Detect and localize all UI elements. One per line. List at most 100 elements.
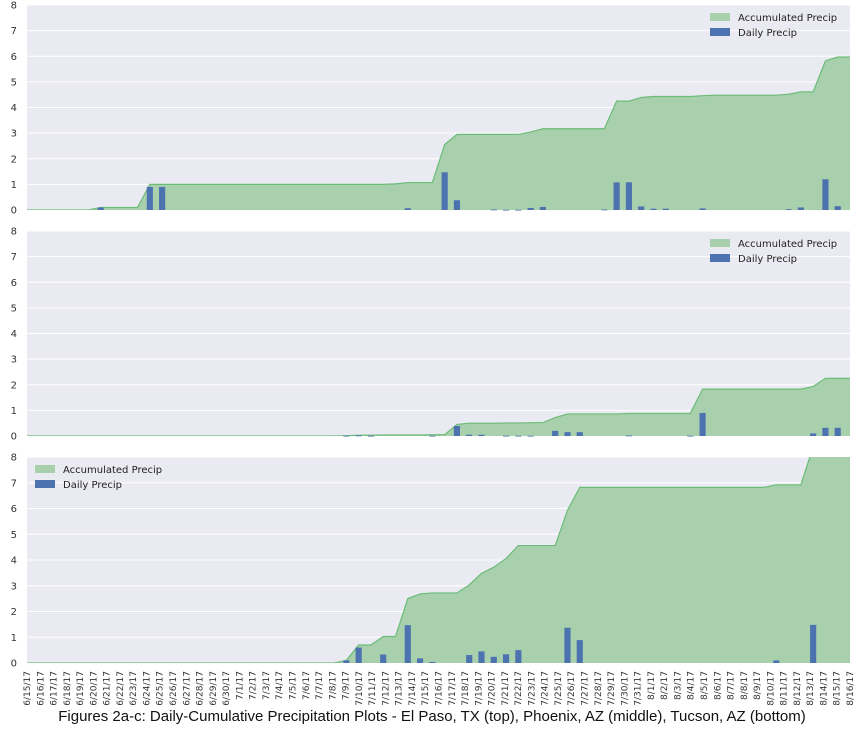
daily-precip-bar <box>453 200 460 210</box>
daily-precip-bar <box>502 435 510 437</box>
legend-swatch-accumulated <box>710 239 730 247</box>
accumulated-precip-area <box>27 378 850 436</box>
legend-label-accumulated: Accumulated Precip <box>738 239 837 250</box>
legend-label-daily: Daily Precip <box>738 254 797 265</box>
y-tick-label: 4 <box>11 329 17 340</box>
x-tick-label: 7/31/17 <box>634 671 644 705</box>
daily-precip-bar <box>773 660 780 663</box>
daily-precip-bar <box>429 435 436 437</box>
x-tick-label: 8/14/17 <box>819 671 829 705</box>
daily-precip-bar <box>564 627 571 663</box>
x-tick-label: 8/11/17 <box>780 671 790 705</box>
daily-precip-bar <box>834 427 841 436</box>
x-tick-label: 7/28/17 <box>594 671 604 705</box>
x-tick-label: 8/3/17 <box>673 671 683 700</box>
x-tick-label: 6/15/17 <box>23 671 33 705</box>
x-tick-label: 8/12/17 <box>793 671 803 705</box>
x-tick-label: 6/30/17 <box>222 671 232 705</box>
daily-precip-bar <box>515 435 522 437</box>
y-tick-label: 2 <box>11 380 17 391</box>
daily-precip-bar <box>662 208 669 210</box>
daily-precip-bar <box>429 661 436 663</box>
daily-precip-bar <box>343 660 350 663</box>
y-tick-label: 3 <box>11 129 17 140</box>
daily-precip-bar <box>699 208 706 210</box>
x-tick-label: 7/30/17 <box>620 671 630 705</box>
x-tick-label: 8/6/17 <box>713 671 723 700</box>
y-tick-label: 0 <box>11 206 17 217</box>
daily-precip-bar <box>417 658 424 663</box>
figure-caption: Figures 2a-c: Daily-Cumulative Precipita… <box>58 708 806 725</box>
x-tick-label: 7/9/17 <box>342 671 352 700</box>
x-tick-label: 7/11/17 <box>368 671 378 705</box>
x-tick-label: 8/8/17 <box>740 671 750 700</box>
daily-precip-bar <box>638 206 645 210</box>
daily-precip-bar <box>810 624 817 663</box>
legend-swatch-daily <box>35 480 55 488</box>
x-tick-label: 7/21/17 <box>501 671 511 705</box>
x-tick-label: 7/26/17 <box>567 671 577 705</box>
y-tick-label: 8 <box>11 453 17 464</box>
y-tick-label: 5 <box>11 77 17 88</box>
legend-swatch-daily <box>710 28 730 36</box>
x-tick-label: 6/19/17 <box>76 671 86 705</box>
daily-precip-bar <box>822 427 829 436</box>
daily-precip-bar <box>441 172 448 210</box>
y-tick-label: 8 <box>11 227 17 238</box>
daily-precip-bar <box>822 179 829 210</box>
x-tick-label: 6/26/17 <box>169 671 179 705</box>
daily-precip-bar <box>564 432 571 436</box>
legend-swatch-accumulated <box>710 13 730 21</box>
legend-label-accumulated: Accumulated Precip <box>63 465 162 476</box>
x-tick-label: 6/29/17 <box>209 671 219 705</box>
y-tick-label: 2 <box>11 607 17 618</box>
y-tick-label: 1 <box>11 180 17 191</box>
x-tick-label: 7/20/17 <box>488 671 498 705</box>
daily-precip-bar <box>159 186 166 210</box>
legend-label-daily: Daily Precip <box>63 480 122 491</box>
x-tick-label: 8/10/17 <box>766 671 776 705</box>
daily-precip-bar <box>515 650 522 664</box>
chart-panel-2: 0 1 2 3 4 5 6 7 8 Accumulated Precip Daily Precip <box>11 227 850 443</box>
daily-precip-bar <box>355 647 362 663</box>
x-tick-label: 7/29/17 <box>607 671 617 705</box>
x-tick-label: 7/22/17 <box>514 671 524 705</box>
x-tick-label: 6/25/17 <box>156 671 166 705</box>
x-tick-label: 6/27/17 <box>182 671 192 705</box>
x-tick-label: 8/7/17 <box>727 671 737 700</box>
x-tick-label: 7/19/17 <box>474 671 484 705</box>
daily-precip-bar <box>146 186 153 210</box>
daily-precip-bar <box>502 654 510 663</box>
x-tick-label: 7/17/17 <box>448 671 458 705</box>
x-tick-label: 7/4/17 <box>275 671 285 700</box>
x-tick-label: 7/24/17 <box>541 671 551 705</box>
y-tick-label: 4 <box>11 556 17 567</box>
y-tick-label: 7 <box>11 26 17 37</box>
daily-precip-bar <box>785 209 792 211</box>
daily-precip-bar <box>699 412 706 436</box>
x-tick-label: 6/16/17 <box>36 671 46 705</box>
x-tick-label: 7/23/17 <box>527 671 537 705</box>
y-tick-label: 3 <box>11 581 17 592</box>
daily-precip-bar <box>490 209 497 211</box>
daily-precip-bar <box>613 182 620 210</box>
daily-precip-bar <box>810 433 817 436</box>
daily-precip-bar <box>453 426 460 436</box>
x-tick-label: 8/9/17 <box>753 671 763 700</box>
daily-precip-bar <box>687 435 694 437</box>
x-tick-label: 8/15/17 <box>833 671 843 705</box>
daily-precip-bar <box>404 625 411 663</box>
y-tick-label: 3 <box>11 355 17 366</box>
daily-precip-bar <box>367 435 375 437</box>
x-tick-label: 7/12/17 <box>381 671 391 705</box>
x-tick-label: 8/4/17 <box>687 671 697 700</box>
daily-precip-bar <box>490 656 497 663</box>
daily-precip-bar <box>834 206 841 210</box>
daily-precip-bar <box>797 207 804 210</box>
daily-precip-bar <box>552 430 559 437</box>
x-tick-label: 7/8/17 <box>328 671 338 700</box>
y-tick-label: 0 <box>11 432 17 443</box>
daily-precip-bar <box>466 434 473 436</box>
x-tick-label: 7/27/17 <box>581 671 591 705</box>
daily-precip-bar <box>97 207 104 210</box>
